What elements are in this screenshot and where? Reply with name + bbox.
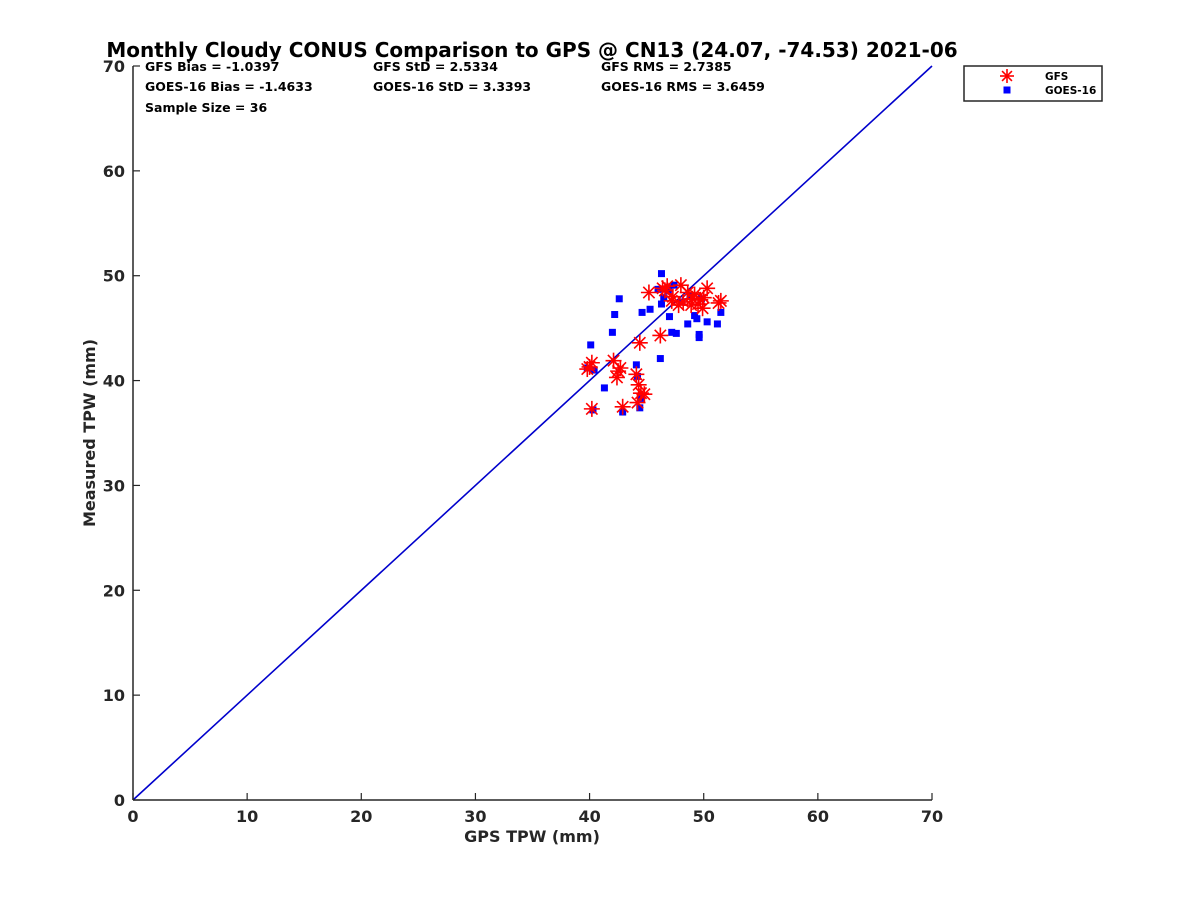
stat-text: GOES-16 StD = 3.3393	[373, 79, 531, 94]
goes-16-point	[657, 300, 665, 308]
legend-goes-16-marker	[1003, 86, 1011, 94]
y-tick-label: 30	[103, 476, 125, 495]
legend-label: GFS	[1045, 71, 1068, 83]
goes-16-point	[600, 384, 608, 392]
chart-title: Monthly Cloudy CONUS Comparison to GPS @…	[106, 38, 957, 62]
goes-16-point	[615, 295, 623, 303]
goes-16-point	[703, 318, 711, 326]
y-tick-label: 0	[114, 791, 125, 810]
goes-16-point	[646, 305, 654, 313]
gfs-point	[675, 293, 692, 310]
x-tick-label: 50	[693, 807, 715, 826]
legend-items: GFS GOES-16	[1000, 69, 1096, 97]
goes-16-point	[660, 294, 668, 302]
goes-16-point	[636, 404, 644, 412]
reference-line-layer	[132, 65, 933, 801]
goes-16-point	[656, 355, 664, 363]
y-tick-label: 50	[103, 267, 125, 286]
x-tick-label: 40	[578, 807, 600, 826]
gfs-point	[695, 289, 712, 306]
y-tick-label: 70	[103, 57, 125, 76]
x-tick-label: 0	[127, 807, 138, 826]
legend-gfs-marker	[1000, 69, 1014, 83]
stat-text: GFS StD = 2.5334	[373, 59, 498, 74]
legend-box	[963, 65, 1103, 102]
stat-text: Sample Size = 36	[145, 100, 267, 115]
goes-16-point	[657, 270, 665, 278]
gfs-point	[640, 284, 657, 301]
legend: GFS GOES-16	[963, 65, 1103, 102]
x-ticks: 0 10 20 30 40 50 60 70	[127, 793, 943, 826]
stat-text: GOES-16 Bias = -1.4633	[145, 79, 313, 94]
goes-16-point	[654, 285, 662, 293]
goes-16-point	[717, 308, 725, 316]
gfs-point	[583, 400, 600, 417]
y-tick-label: 60	[103, 162, 125, 181]
y-tick-label: 20	[103, 581, 125, 600]
gfs-point	[610, 363, 627, 380]
goes-16-point	[672, 329, 680, 337]
gfs-point	[663, 292, 680, 309]
stat-text: GFS RMS = 2.7385	[601, 59, 732, 74]
gfs-point	[581, 358, 598, 375]
goes-16-point	[590, 366, 598, 374]
one-to-one-line	[132, 65, 933, 801]
goes-16-point	[587, 341, 595, 349]
y-tick-label: 10	[103, 686, 125, 705]
gfs-point	[629, 394, 646, 411]
x-tick-label: 70	[921, 807, 943, 826]
x-axis-label: GPS TPW (mm)	[464, 827, 600, 846]
goes-16-point	[684, 320, 692, 328]
gfs-point	[652, 327, 669, 344]
goes-16-point	[665, 313, 673, 321]
stat-text: GOES-16 RMS = 3.6459	[601, 79, 765, 94]
goes-16-point	[632, 361, 640, 369]
goes-16-point	[638, 308, 646, 316]
gfs-point	[631, 334, 648, 351]
x-tick-label: 30	[464, 807, 486, 826]
gfs-point	[712, 292, 729, 309]
goes-16-point	[611, 311, 619, 319]
gfs-point	[628, 366, 645, 383]
y-axis-label: Measured TPW (mm)	[80, 339, 99, 527]
gfs-point	[656, 282, 673, 299]
x-tick-label: 60	[807, 807, 829, 826]
x-tick-label: 20	[350, 807, 372, 826]
goes-16-point	[608, 328, 616, 336]
x-tick-label: 10	[236, 807, 258, 826]
goes-16-point	[713, 320, 721, 328]
goes-16-point	[693, 315, 701, 323]
gfs-point	[614, 398, 631, 415]
stats-annotations: GFS Bias = -1.0397 GFS StD = 2.5334 GFS RM…	[145, 59, 765, 115]
goes-16-point	[668, 328, 676, 336]
stat-text: GFS Bias = -1.0397	[145, 59, 279, 74]
legend-label: GOES-16	[1045, 85, 1096, 97]
gfs-point	[636, 386, 653, 403]
y-tick-label: 40	[103, 372, 125, 391]
y-ticks: 0 10 20 30 40 50 60 70	[103, 57, 140, 810]
goes-16-point	[695, 334, 703, 342]
data-points-layer	[579, 270, 729, 417]
